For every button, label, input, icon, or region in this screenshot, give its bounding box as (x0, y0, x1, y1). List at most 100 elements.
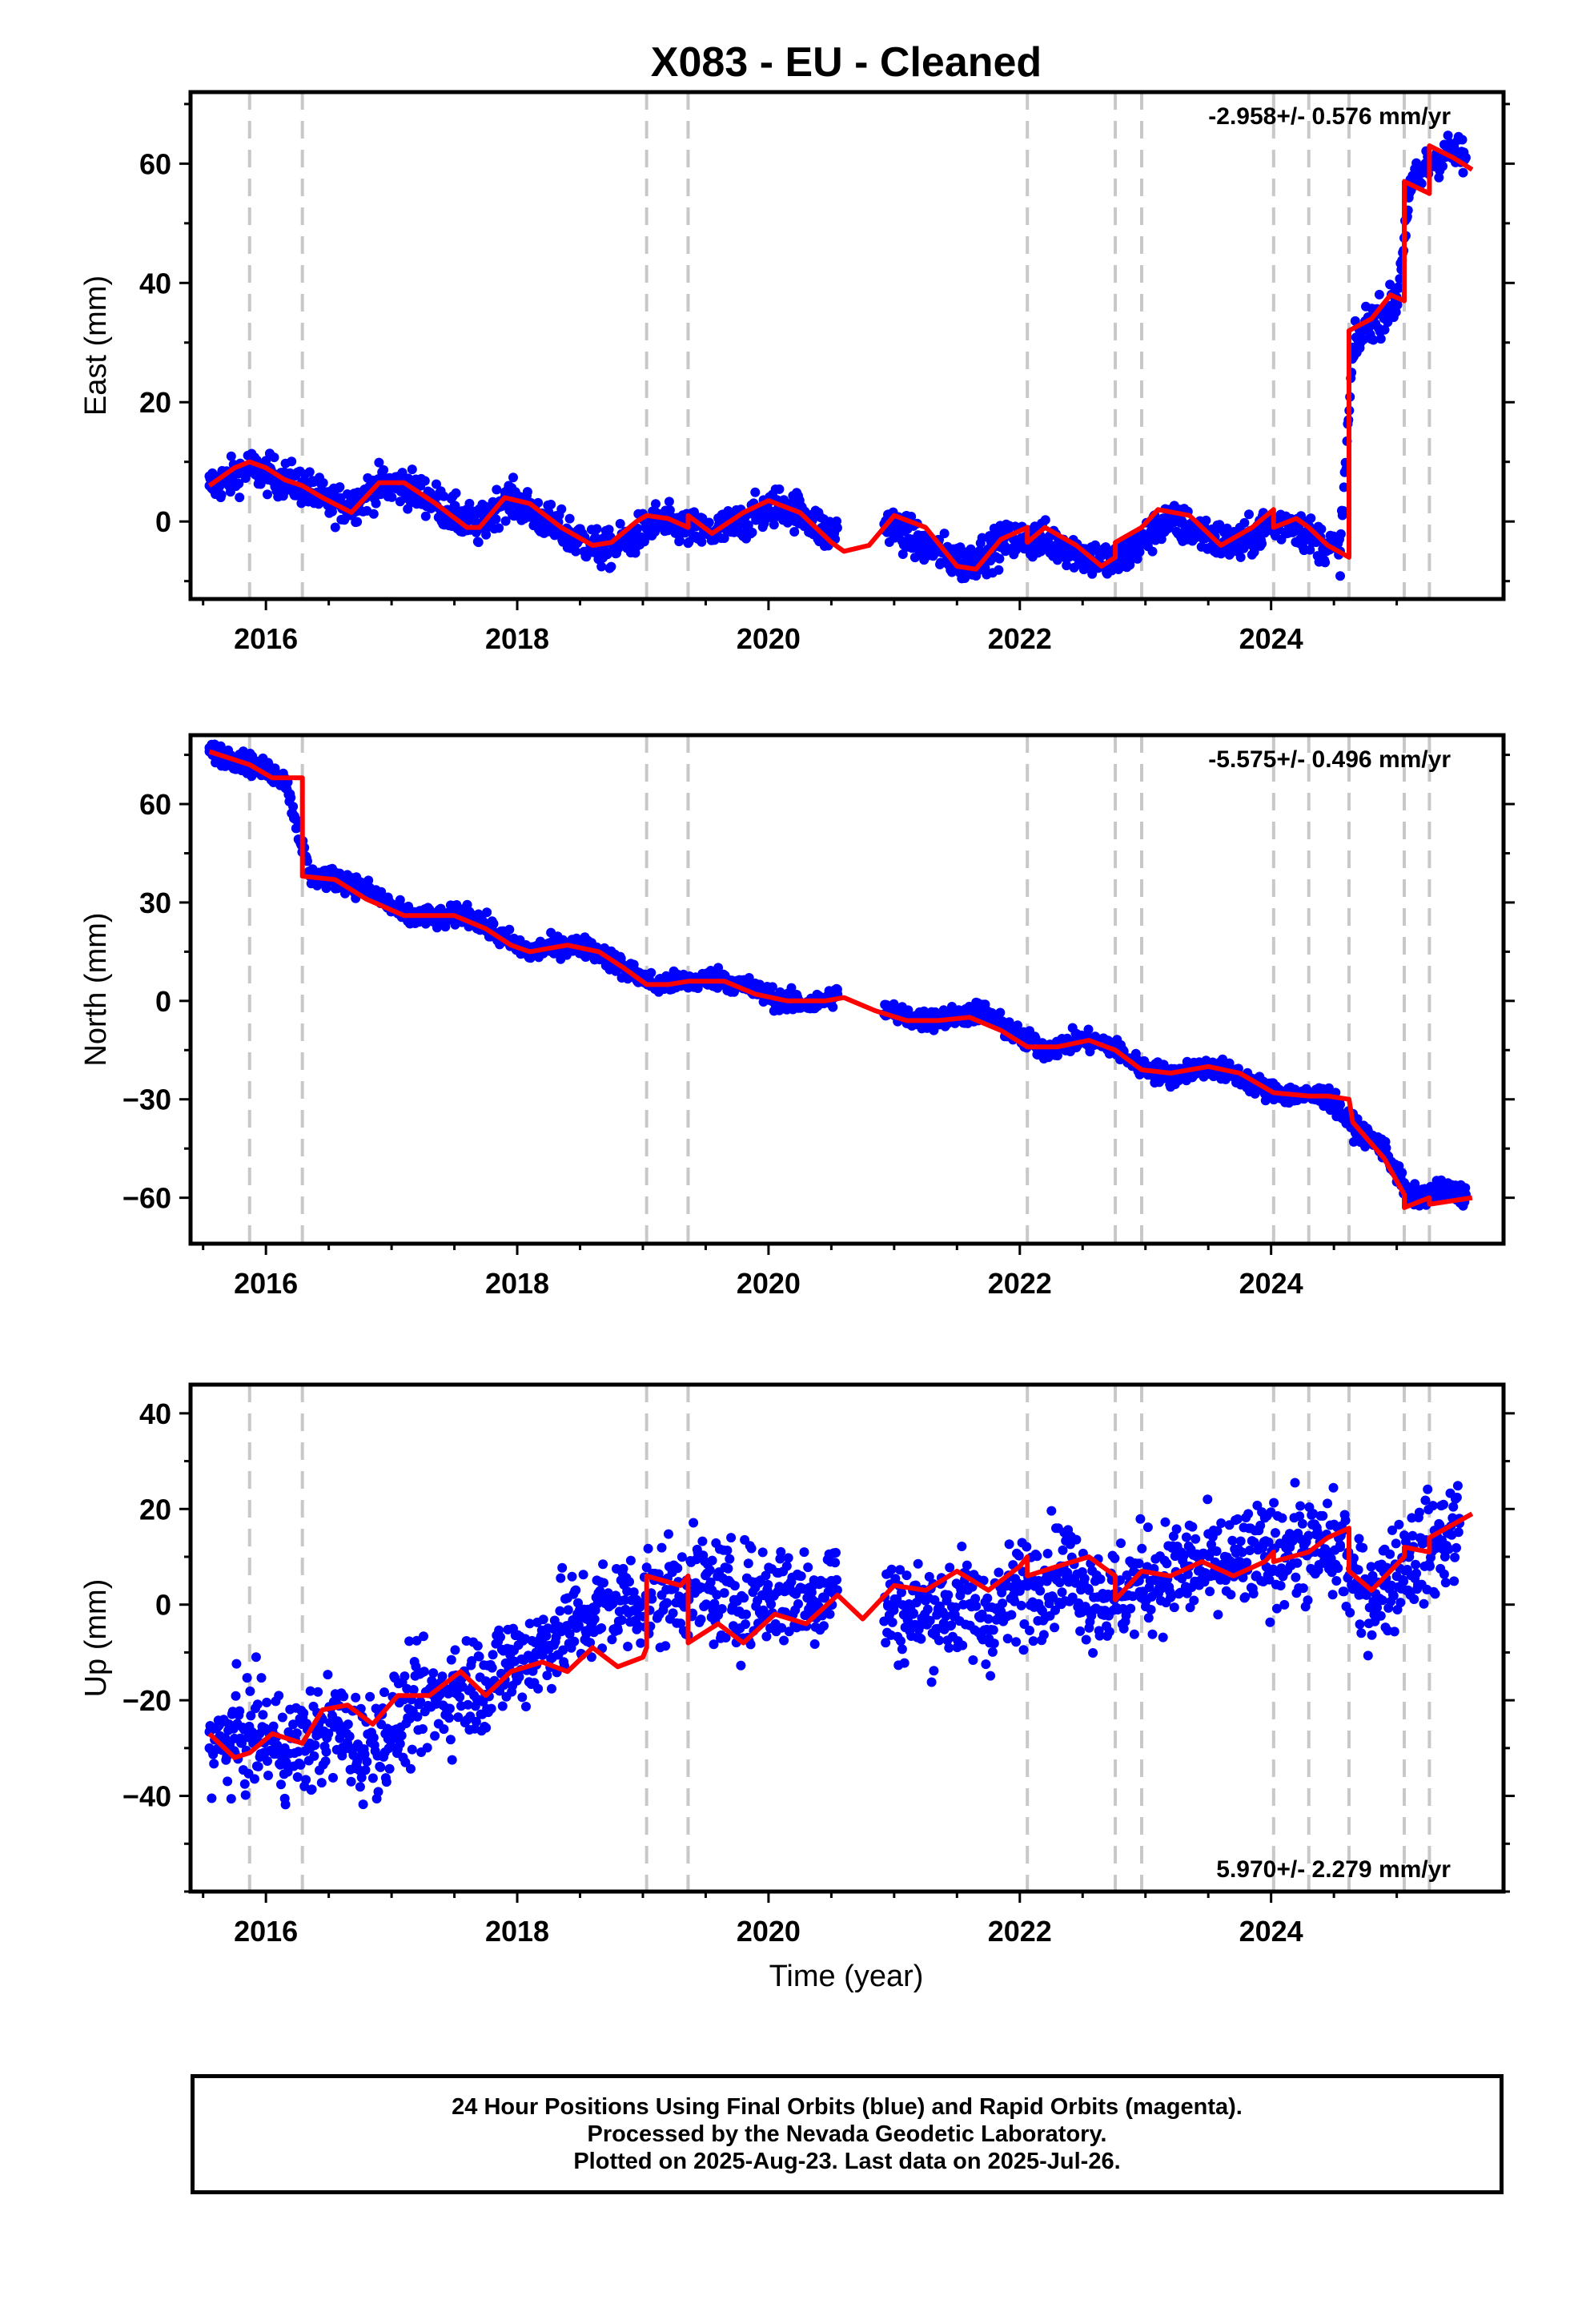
up-daily-point (231, 1691, 241, 1701)
up-daily-point (242, 1673, 252, 1683)
east-daily-point (464, 498, 475, 509)
up-daily-point (301, 1775, 311, 1785)
east-y-axis-label: East (mm) (79, 275, 113, 416)
up-daily-point (418, 1724, 428, 1734)
up-daily-point (677, 1552, 687, 1562)
north-daily-point (786, 983, 797, 993)
up-daily-point (1075, 1626, 1086, 1636)
up-daily-point (741, 1619, 750, 1630)
up-daily-point (1354, 1534, 1364, 1544)
up-daily-point (1002, 1634, 1013, 1644)
up-daily-point (589, 1614, 600, 1624)
up-daily-point (472, 1641, 483, 1651)
east-daily-point (1040, 515, 1050, 525)
up-daily-point (1279, 1599, 1290, 1610)
up-daily-point (1057, 1587, 1067, 1598)
up-daily-point (578, 1570, 588, 1580)
east-daily-point (494, 523, 504, 533)
north-daily-point (482, 907, 492, 918)
up-daily-point (235, 1706, 245, 1716)
up-daily-point (897, 1644, 907, 1655)
east-daily-point (439, 491, 449, 501)
north-daily-point (1460, 1183, 1471, 1193)
east-daily-point (368, 509, 379, 519)
up-daily-point (262, 1697, 272, 1707)
up-daily-point (253, 1761, 263, 1771)
east-daily-point (592, 524, 602, 534)
north-y-tick-label: 60 (139, 788, 171, 821)
up-daily-point (557, 1562, 568, 1573)
east-daily-point (330, 522, 340, 533)
east-daily-point (1359, 334, 1369, 344)
east-x-tick-label: 2020 (737, 622, 801, 655)
up-daily-point (396, 1731, 407, 1741)
up-daily-point (299, 1708, 309, 1719)
up-daily-point (310, 1740, 320, 1751)
up-daily-point (1303, 1595, 1313, 1606)
up-daily-point (1205, 1586, 1215, 1597)
up-daily-point (1358, 1542, 1368, 1553)
up-daily-point (381, 1777, 391, 1787)
up-daily-point (1295, 1501, 1306, 1511)
up-daily-point (766, 1599, 777, 1610)
east-daily-point (1244, 509, 1254, 520)
east-daily-point (651, 499, 661, 509)
east-daily-point (1062, 561, 1072, 571)
up-daily-point (240, 1790, 251, 1800)
up-daily-point (292, 1772, 303, 1782)
up-daily-point (1129, 1629, 1139, 1639)
up-daily-point (323, 1670, 333, 1680)
east-daily-point (508, 472, 518, 483)
east-daily-point (1438, 161, 1447, 171)
up-daily-point (662, 1598, 673, 1608)
east-daily-point (216, 489, 227, 500)
up-daily-point (943, 1590, 954, 1600)
up-daily-point (445, 1735, 456, 1745)
east-daily-point (1216, 549, 1227, 559)
up-daily-point (1038, 1630, 1049, 1640)
up-daily-point (886, 1564, 897, 1574)
up-daily-point (1275, 1581, 1286, 1590)
north-y-axis-label: North (mm) (79, 912, 113, 1066)
up-daily-point (958, 1640, 968, 1651)
east-daily-point (1458, 167, 1468, 178)
up-daily-point (1203, 1494, 1213, 1505)
east-daily-point (1201, 515, 1211, 525)
east-daily-point (1339, 482, 1349, 493)
up-daily-point (1331, 1576, 1342, 1586)
up-daily-point (1160, 1517, 1170, 1527)
east-daily-point (697, 537, 707, 547)
up-daily-point (395, 1739, 405, 1749)
up-daily-point (339, 1691, 349, 1702)
up-daily-point (946, 1620, 957, 1630)
east-daily-point (939, 529, 950, 539)
up-daily-point (569, 1636, 580, 1647)
east-daily-point (1375, 334, 1386, 344)
up-daily-point (1298, 1583, 1308, 1594)
east-daily-point (269, 452, 279, 463)
up-daily-point (757, 1547, 768, 1558)
up-daily-point (1345, 1607, 1355, 1618)
north-daily-point (693, 983, 703, 993)
up-daily-point (226, 1794, 236, 1804)
east-daily-point (1385, 279, 1395, 290)
up-daily-point (689, 1518, 699, 1528)
east-daily-point (1305, 545, 1315, 555)
east-daily-point (1392, 300, 1403, 310)
up-daily-point (487, 1663, 497, 1673)
up-daily-point (474, 1651, 484, 1662)
east-points (204, 131, 1471, 584)
up-daily-point (1327, 1590, 1338, 1600)
up-daily-point (1340, 1515, 1351, 1526)
up-daily-point (736, 1660, 746, 1671)
up-daily-point (379, 1687, 389, 1698)
up-daily-point (618, 1563, 628, 1574)
up-daily-point (295, 1759, 306, 1770)
north-daily-point (321, 883, 331, 894)
east-daily-point (832, 523, 842, 533)
east-daily-point (1215, 520, 1225, 530)
north-x-tick-label: 2016 (234, 1267, 298, 1300)
up-daily-point (444, 1713, 454, 1723)
east-daily-point (492, 485, 502, 495)
up-daily-point (1189, 1595, 1199, 1606)
